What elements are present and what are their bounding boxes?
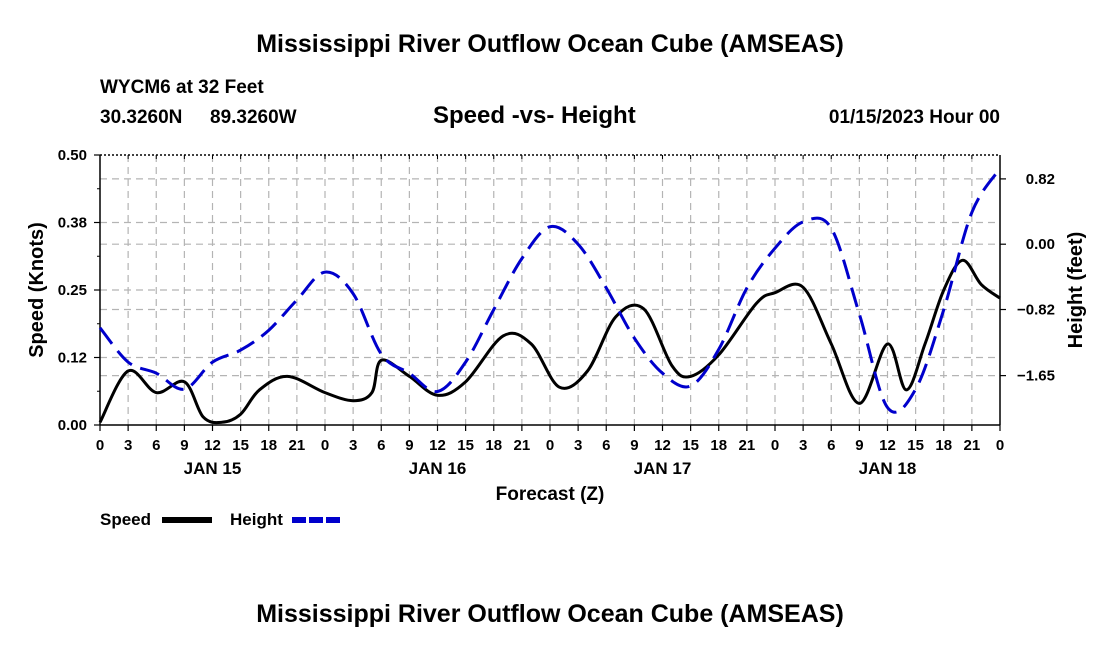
x-tick-label: 6	[827, 437, 835, 454]
x-tick-label: 0	[96, 437, 104, 454]
page-title-top: Mississippi River Outflow Ocean Cube (AM…	[256, 30, 844, 58]
y-left-tick-label: 0.50	[58, 147, 87, 164]
y-left-axis-title: Speed (Knots)	[26, 222, 48, 358]
forecast-datetime: 01/15/2023 Hour 00	[828, 107, 1000, 128]
x-tick-label: 15	[682, 437, 699, 454]
x-tick-label: 12	[204, 437, 221, 454]
x-tick-label: 21	[964, 437, 981, 454]
x-tick-label: 0	[996, 437, 1004, 454]
x-tick-label: 21	[739, 437, 756, 454]
x-tick-label: 18	[485, 437, 502, 454]
x-tick-label: 18	[260, 437, 277, 454]
x-tick-label: 9	[855, 437, 863, 454]
y-right-tick-label: 0.82	[1026, 171, 1055, 188]
x-tick-label: 6	[602, 437, 610, 454]
x-tick-label: 9	[630, 437, 638, 454]
station-latitude: 30.3260N	[100, 107, 183, 128]
x-tick-label: 6	[152, 437, 160, 454]
station-longitude: 89.3260W	[210, 107, 297, 128]
date-label: JAN 15	[184, 459, 242, 478]
x-tick-label: 18	[935, 437, 952, 454]
x-tick-label: 9	[180, 437, 188, 454]
date-label: JAN 18	[859, 459, 917, 478]
x-tick-label: 0	[771, 437, 779, 454]
x-tick-label: 15	[232, 437, 249, 454]
x-tick-label: 9	[405, 437, 413, 454]
y-right-tick-label: 0.00	[1026, 236, 1055, 253]
series-line-height	[98, 167, 1002, 414]
x-tick-label: 15	[907, 437, 924, 454]
station-label: WYCM6 at 32 Feet	[100, 77, 264, 98]
x-tick-label: 21	[289, 437, 306, 454]
y-right-tick-label: −0.82	[1017, 302, 1055, 319]
legend-speed-label: Speed	[100, 510, 152, 529]
x-tick-label: 12	[654, 437, 671, 454]
x-tick-label: 0	[321, 437, 329, 454]
x-tick-label: 12	[879, 437, 896, 454]
y-left-tick-label: 0.25	[58, 282, 87, 299]
y-left-tick-label: 0.38	[58, 215, 87, 232]
y-right-tick-label: −1.65	[1017, 368, 1055, 385]
x-tick-label: 18	[710, 437, 727, 454]
chart-subtitle: Speed -vs- Height	[433, 102, 636, 129]
x-tick-label: 3	[124, 437, 132, 454]
page-title-bottom: Mississippi River Outflow Ocean Cube (AM…	[256, 600, 844, 628]
series-line-speed	[98, 258, 1001, 425]
x-tick-label: 21	[514, 437, 531, 454]
y-left-tick-label: 0.12	[58, 350, 87, 367]
y-left-tick-label: 0.00	[58, 417, 87, 434]
x-axis-title: Forecast (Z)	[496, 484, 605, 505]
date-label: JAN 16	[409, 459, 467, 478]
legend-height-label: Height	[230, 510, 283, 529]
x-tick-label: 3	[799, 437, 807, 454]
y-right-axis-title: Height (feet)	[1065, 232, 1087, 349]
x-tick-label: 12	[429, 437, 446, 454]
date-label: JAN 17	[634, 459, 692, 478]
x-tick-label: 6	[377, 437, 385, 454]
x-tick-label: 3	[349, 437, 357, 454]
x-tick-label: 15	[457, 437, 474, 454]
x-tick-label: 3	[574, 437, 582, 454]
x-tick-label: 0	[546, 437, 554, 454]
